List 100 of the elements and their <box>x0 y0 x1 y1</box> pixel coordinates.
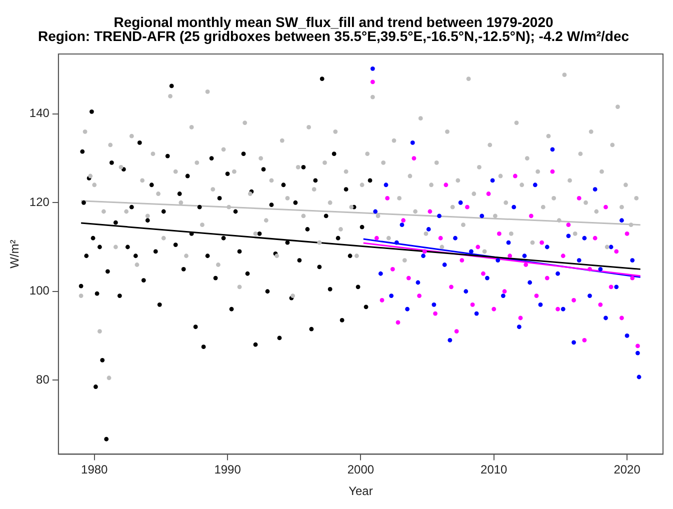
point <box>528 214 534 218</box>
point <box>608 244 614 250</box>
point <box>516 324 522 330</box>
point <box>560 306 566 312</box>
x-tick-label: 1980 <box>81 462 108 477</box>
point <box>556 306 560 312</box>
point <box>449 284 454 290</box>
point <box>550 169 555 174</box>
point <box>438 236 443 240</box>
point <box>556 271 560 276</box>
point <box>428 209 432 214</box>
point <box>384 182 388 188</box>
point <box>544 276 550 280</box>
point <box>624 231 630 236</box>
point <box>566 222 571 228</box>
point <box>582 338 587 342</box>
point <box>396 320 400 325</box>
point <box>614 249 619 254</box>
point <box>582 236 587 240</box>
point <box>458 200 463 205</box>
point <box>492 306 496 312</box>
point <box>532 182 538 188</box>
x-tick-label: 2000 <box>347 462 374 477</box>
point <box>524 262 528 267</box>
point <box>598 266 603 272</box>
point <box>576 258 582 263</box>
point <box>460 258 464 263</box>
point <box>481 271 486 276</box>
point <box>374 236 379 240</box>
point <box>620 316 624 320</box>
point <box>518 316 523 320</box>
point <box>464 289 468 294</box>
point <box>598 302 603 307</box>
point <box>426 227 431 232</box>
point <box>496 258 500 263</box>
x-tick-label: 2010 <box>480 462 508 477</box>
y-tick-label: 120 <box>29 194 50 209</box>
point <box>588 294 592 298</box>
point <box>588 266 592 272</box>
point <box>608 284 614 290</box>
point <box>550 147 555 152</box>
point <box>566 234 571 238</box>
point <box>433 311 438 316</box>
point <box>442 262 447 267</box>
point <box>522 254 527 258</box>
point <box>412 156 416 160</box>
point <box>540 240 544 245</box>
x-tick-label: 2020 <box>614 462 641 477</box>
point <box>416 280 420 285</box>
point <box>465 204 470 210</box>
point <box>476 244 480 250</box>
x-tick-label: 1990 <box>214 462 242 477</box>
point <box>490 178 495 183</box>
point <box>400 222 404 228</box>
point <box>604 316 608 320</box>
point <box>453 236 458 240</box>
point <box>380 298 384 302</box>
point <box>454 329 459 334</box>
point <box>592 187 598 192</box>
point <box>560 254 566 258</box>
point <box>497 231 502 236</box>
point <box>480 214 484 218</box>
point <box>528 280 532 285</box>
point <box>630 276 635 280</box>
point <box>604 204 608 210</box>
y-tick-label: 100 <box>29 284 50 298</box>
point <box>630 258 635 263</box>
point <box>390 266 395 272</box>
point <box>370 66 375 71</box>
point <box>512 204 516 210</box>
point <box>508 254 512 258</box>
point <box>534 294 539 298</box>
point <box>614 284 619 290</box>
point <box>470 302 475 307</box>
point <box>406 276 411 280</box>
point <box>394 240 399 245</box>
point <box>370 80 375 84</box>
point <box>432 302 436 307</box>
point <box>544 244 550 250</box>
x-axis-title: Year <box>348 484 373 498</box>
point <box>572 340 576 345</box>
point <box>636 350 640 356</box>
point <box>636 344 640 348</box>
point <box>592 236 598 240</box>
point <box>474 311 479 316</box>
y-tick-label: 140 <box>29 106 50 120</box>
point <box>572 298 576 302</box>
point <box>512 174 518 178</box>
point <box>636 374 642 380</box>
point <box>422 249 427 254</box>
point <box>385 196 390 200</box>
point <box>389 294 394 298</box>
point <box>401 218 406 223</box>
point <box>444 182 448 188</box>
point <box>405 306 410 312</box>
point <box>437 214 442 218</box>
point <box>410 140 415 145</box>
point <box>448 338 452 342</box>
point <box>421 254 426 258</box>
point <box>501 294 506 298</box>
